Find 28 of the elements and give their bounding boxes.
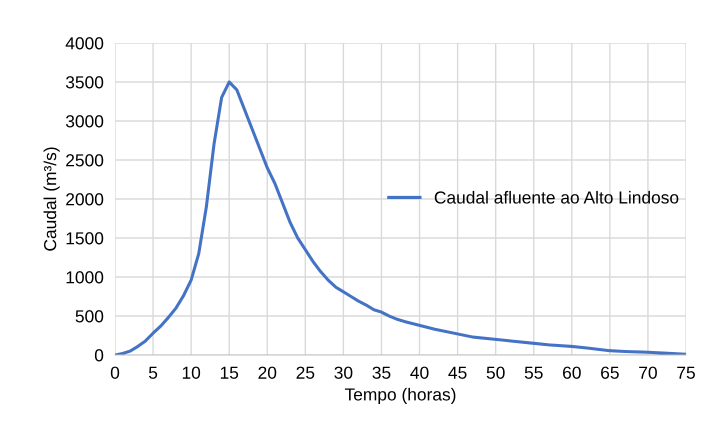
x-tick-label: 35 [372,366,390,379]
x-tick-label: 5 [148,366,158,379]
y-tick-label: 2500 [66,154,104,166]
x-tick-label: 60 [563,366,581,379]
y-tick-label: 0 [94,349,104,362]
y-tick-label: 3500 [66,76,104,88]
x-tick-label: 55 [524,366,543,379]
legend-label: Caudal afluente ao Alto Lindoso [434,190,678,204]
x-tick-label: 50 [486,366,505,379]
x-tick-label: 25 [296,366,314,379]
x-tick-label: 10 [182,366,200,379]
y-tick-label: 1500 [66,232,104,244]
x-axis-title: Tempo (horas) [344,388,456,404]
x-tick-label: 65 [601,366,619,379]
x-tick-label: 40 [410,366,429,379]
y-tick-label: 3000 [66,115,104,128]
y-tick-label: 500 [76,310,104,322]
x-tick-label: 75 [677,366,695,379]
y-tick-label: 4000 [66,37,104,50]
x-tick-label: 30 [334,366,352,379]
y-tick-label: 2000 [66,193,104,206]
x-tick-label: 45 [448,366,467,379]
x-tick-label: 15 [220,366,238,379]
x-tick-label: 0 [110,366,120,379]
x-tick-label: 70 [639,366,657,379]
y-tick-label: 1000 [66,271,104,284]
x-tick-label: 20 [258,366,276,379]
y-axis-title: Caudal (m³/s) [44,148,60,251]
